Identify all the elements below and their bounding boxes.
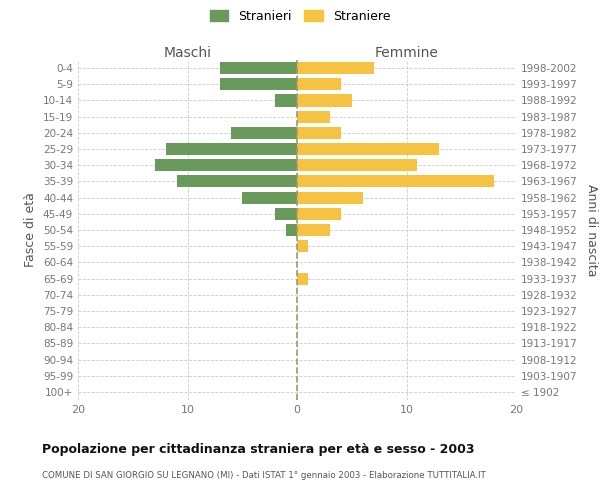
Text: Popolazione per cittadinanza straniera per età e sesso - 2003: Popolazione per cittadinanza straniera p… xyxy=(42,442,475,456)
Text: Femmine: Femmine xyxy=(374,46,439,60)
Bar xyxy=(232,127,297,139)
Bar xyxy=(286,224,297,236)
Bar xyxy=(242,192,297,203)
Bar xyxy=(297,272,308,284)
Bar xyxy=(275,94,297,106)
Text: Maschi: Maschi xyxy=(163,46,212,60)
Bar xyxy=(220,78,297,90)
Bar xyxy=(297,94,352,106)
Bar xyxy=(297,159,418,172)
Legend: Stranieri, Straniere: Stranieri, Straniere xyxy=(206,6,394,26)
Bar xyxy=(297,110,330,122)
Bar xyxy=(297,240,308,252)
Bar xyxy=(176,176,297,188)
Y-axis label: Fasce di età: Fasce di età xyxy=(25,192,37,268)
Bar xyxy=(297,192,362,203)
Bar xyxy=(275,208,297,220)
Bar xyxy=(297,208,341,220)
Y-axis label: Anni di nascita: Anni di nascita xyxy=(586,184,598,276)
Bar xyxy=(155,159,297,172)
Bar xyxy=(297,143,439,155)
Bar xyxy=(297,62,374,74)
Bar xyxy=(166,143,297,155)
Bar xyxy=(220,62,297,74)
Bar xyxy=(297,78,341,90)
Bar xyxy=(297,224,330,236)
Bar xyxy=(297,176,494,188)
Bar xyxy=(297,127,341,139)
Text: COMUNE DI SAN GIORGIO SU LEGNANO (MI) - Dati ISTAT 1° gennaio 2003 - Elaborazion: COMUNE DI SAN GIORGIO SU LEGNANO (MI) - … xyxy=(42,471,486,480)
